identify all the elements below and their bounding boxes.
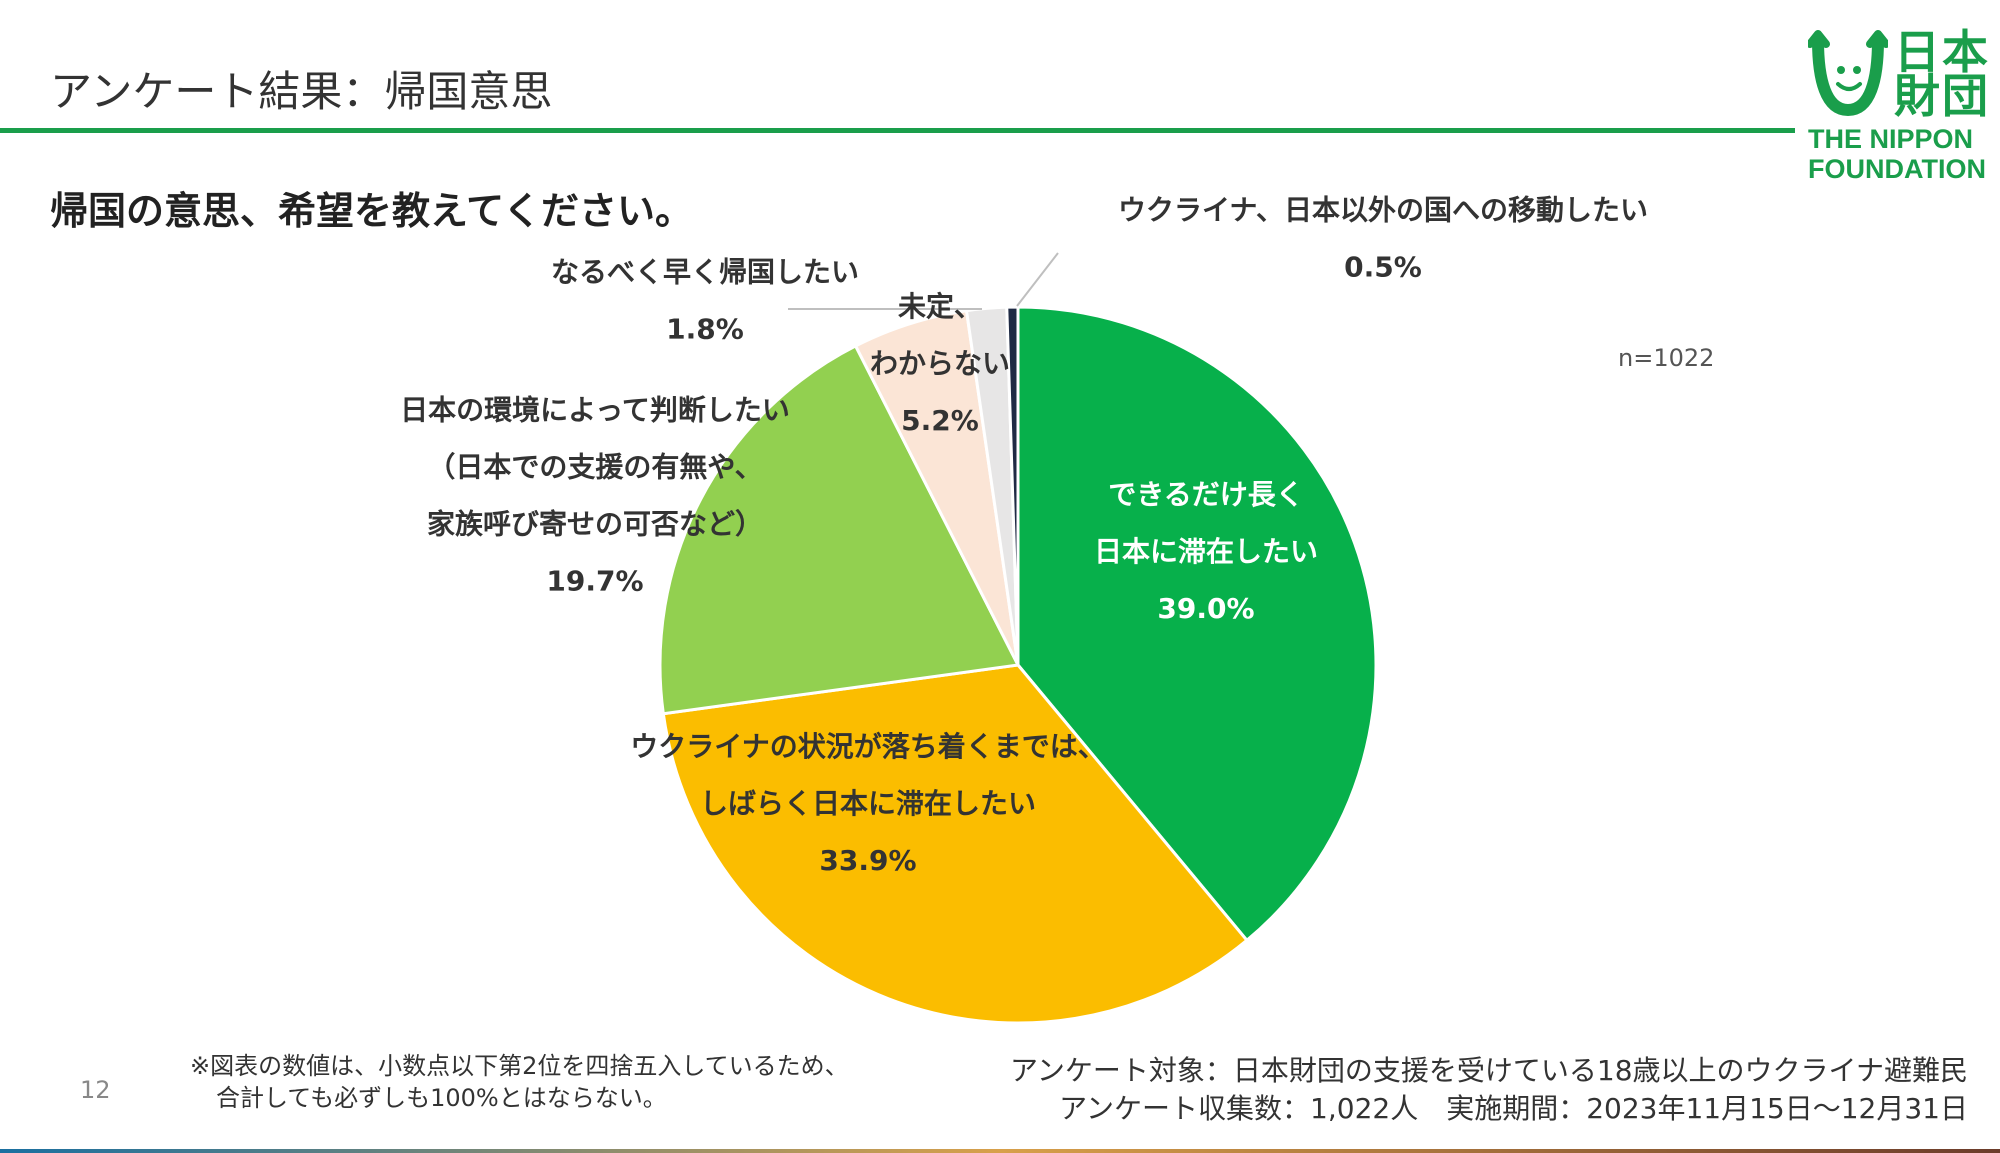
slice-category-label-1: 日本に滞在したい	[1094, 535, 1318, 568]
pie-slices	[658, 305, 1378, 1025]
slice-value-label-5: 1.8%	[666, 313, 744, 346]
logo-kanji-line1: 日本	[1894, 25, 1990, 79]
slice-category-label-2: ウクライナの状況が落ち着くまでは、	[630, 730, 1105, 763]
pie-slice-3	[658, 343, 1021, 716]
pie-slice-1	[1016, 305, 1378, 943]
slice-category-label-3: 家族呼び寄せの可否など）	[427, 508, 763, 541]
pie-slice-2	[661, 663, 1249, 1025]
slice-category-label-5: なるべく早く帰国したい	[551, 256, 859, 289]
page-title: アンケート結果：帰国意思	[50, 67, 553, 116]
slice-value-label-2: 33.9%	[819, 844, 916, 877]
slice-value-label-1: 39.0%	[1157, 592, 1254, 625]
slice-category-label-1: できるだけ長く	[1108, 478, 1303, 511]
leader-line-6	[1016, 252, 1059, 307]
pie-slice-6	[1005, 305, 1020, 666]
slice-category-label-3: 日本の環境によって判断したい	[400, 394, 790, 427]
logo-kanji: 日本 財団	[1894, 25, 1994, 123]
sample-size-label: n=1022	[1618, 344, 1715, 372]
logo-kanji-line2: 財団	[1894, 69, 1990, 123]
slice-category-label-4: 未定、	[898, 290, 982, 323]
page-number: 12	[80, 1076, 111, 1104]
slice-category-label-4: わからない	[870, 347, 1010, 380]
survey-target: アンケート対象：日本財団の支援を受けている18歳以上のウクライナ避難民	[1010, 1054, 1968, 1087]
logo-english: THE NIPPON FOUNDATION	[1808, 124, 1993, 184]
leader-lines	[788, 252, 1059, 310]
header-divider	[0, 128, 1795, 133]
slice-category-label-2: しばらく日本に滞在したい	[700, 787, 1036, 820]
slice-category-label-3: （日本での支援の有無や、	[427, 451, 762, 484]
survey-info: アンケート対象：日本財団の支援を受けている18歳以上のウクライナ避難民 アンケー…	[1010, 1052, 1968, 1128]
smiling-face-logo-icon	[1808, 30, 1888, 117]
rounding-note: ※図表の数値は、小数点以下第2位を四捨五入しているため、 合計しても必ずしも10…	[190, 1050, 849, 1114]
slice-value-label-3: 19.7%	[546, 565, 643, 598]
survey-count-period: アンケート収集数：1,022人 実施期間：2023年11月15日～12月31日	[1059, 1092, 1968, 1125]
bottom-accent-strip	[0, 1149, 2000, 1153]
slice-category-label-6: ウクライナ、日本以外の国への移動したい	[1118, 194, 1648, 227]
slice-value-label-6: 0.5%	[1344, 251, 1422, 284]
note-line2: 合計しても必ずしも100%とはならない。	[216, 1084, 667, 1112]
nippon-foundation-logo: 日本 財団 THE NIPPON FOUNDATION	[1808, 25, 1994, 190]
logo-en-line1: THE NIPPON	[1808, 124, 1974, 154]
survey-question: 帰国の意思、希望を教えてください。	[50, 189, 693, 233]
logo-en-line2: FOUNDATION	[1808, 154, 1986, 184]
slice-value-label-4: 5.2%	[901, 404, 979, 437]
note-line1: ※図表の数値は、小数点以下第2位を四捨五入しているため、	[190, 1052, 849, 1080]
